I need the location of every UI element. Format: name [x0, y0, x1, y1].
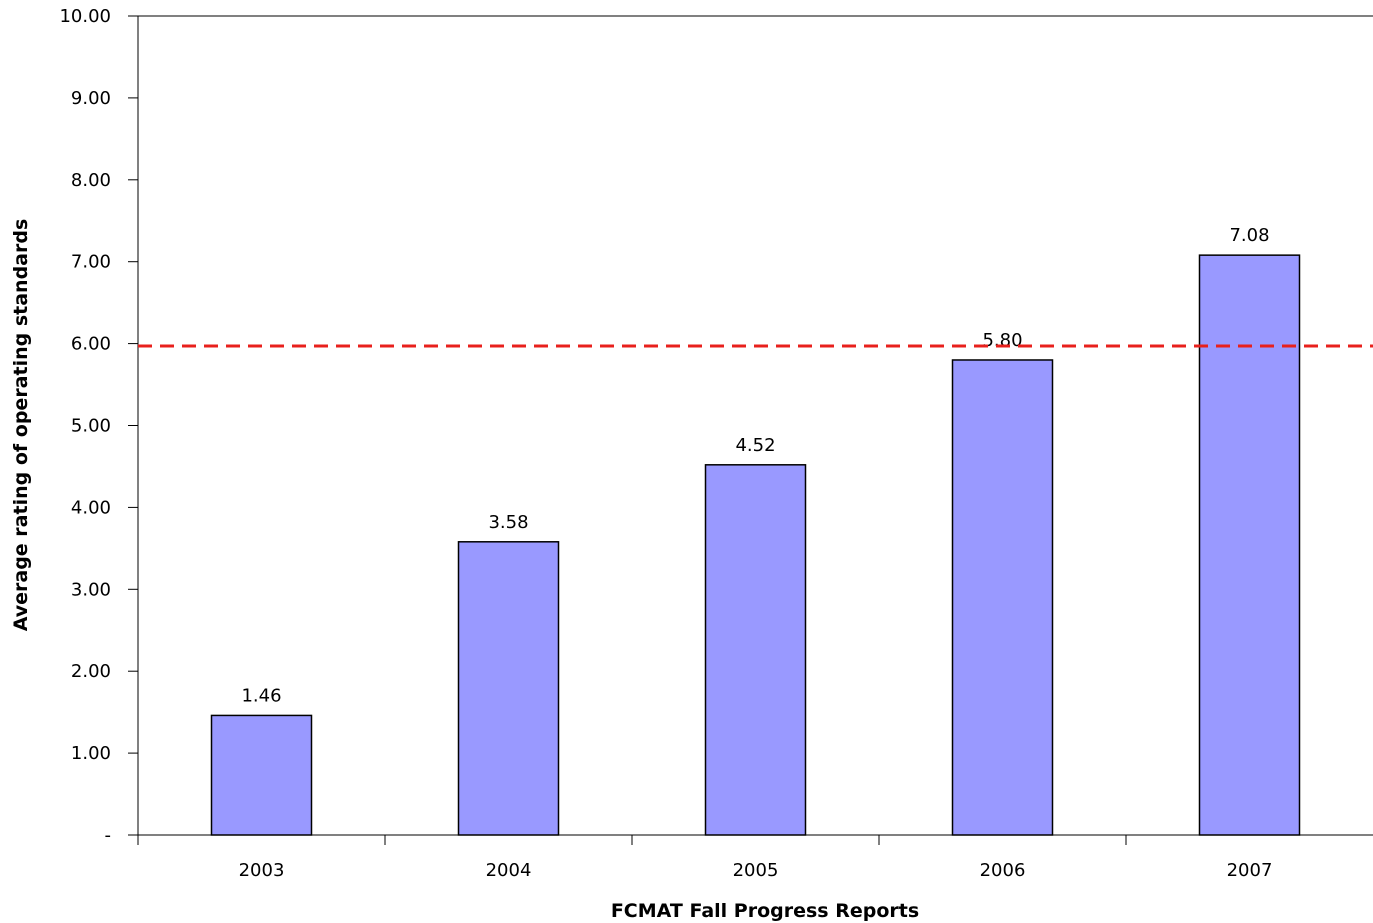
y-tick-label: 4.00 — [71, 497, 111, 518]
x-tick-label-2003: 2003 — [239, 860, 285, 881]
data-label-2007: 7.08 — [1229, 225, 1269, 246]
y-tick-label: 1.00 — [71, 743, 111, 764]
y-axis-title: Average rating of operating standards — [10, 219, 32, 632]
bar-2007 — [1198, 254, 1301, 836]
x-axis-ticks: 2003 2004 2005 2006 2007 — [137, 835, 1273, 881]
y-tick-label: 10.00 — [59, 6, 111, 27]
bars — [210, 254, 1301, 836]
x-tick-label-2007: 2007 — [1227, 860, 1273, 881]
y-tick-label: - — [105, 825, 112, 846]
x-tick-label-2006: 2006 — [980, 860, 1026, 881]
y-tick-label: 3.00 — [71, 579, 111, 600]
bar-2005 — [704, 464, 807, 836]
data-label-2004: 3.58 — [488, 512, 528, 533]
y-tick-label: 8.00 — [71, 170, 111, 191]
data-label-2006: 5.80 — [982, 330, 1022, 351]
y-axis-ticks: - 1.00 2.00 3.00 4.00 5.00 6.00 7.00 8.00 9.00 10.… — [59, 6, 138, 846]
y-tick-label: 9.00 — [71, 88, 111, 109]
data-label-2003: 1.46 — [241, 685, 281, 706]
bar-2006 — [951, 359, 1054, 836]
x-tick-label-2005: 2005 — [733, 860, 779, 881]
data-label-2005: 4.52 — [735, 435, 775, 456]
y-tick-label: 7.00 — [71, 252, 111, 273]
x-axis-title: FCMAT Fall Progress Reports — [611, 900, 919, 922]
bar-2003 — [210, 714, 313, 836]
bar-2004 — [457, 541, 560, 836]
x-tick-label-2004: 2004 — [486, 860, 532, 881]
bar-data-labels: 1.46 3.58 4.52 5.80 7.08 — [241, 225, 1269, 706]
y-tick-label: 5.00 — [71, 416, 111, 437]
y-tick-label: 6.00 — [71, 334, 111, 355]
y-tick-label: 2.00 — [71, 661, 111, 682]
